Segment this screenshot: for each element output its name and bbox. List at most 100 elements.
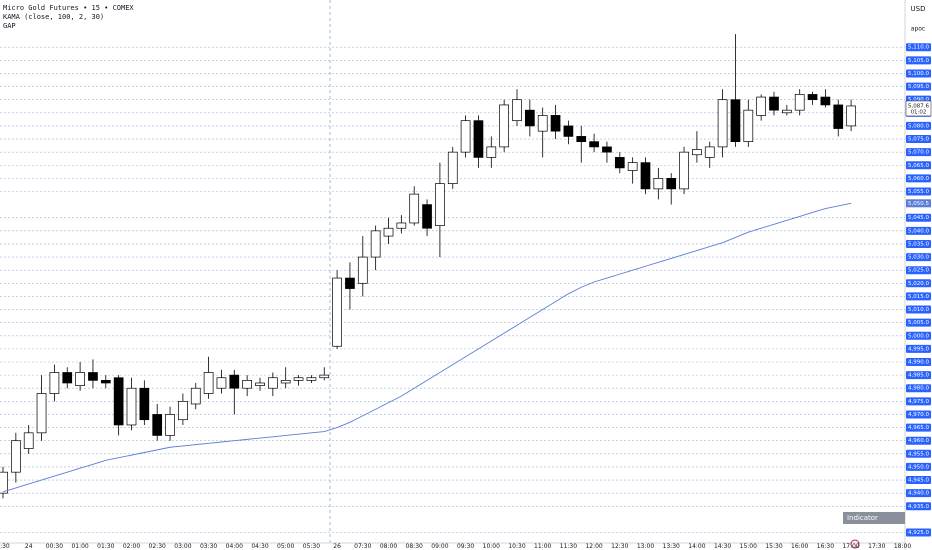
x-tick-label: 04:00 — [226, 543, 243, 550]
candle-body — [756, 96, 767, 116]
candle-body — [293, 377, 304, 381]
y-tick-label: 4,980.0 — [908, 386, 929, 392]
y-tick-label: 5,075.0 — [908, 137, 929, 143]
x-tick-label: 26 — [333, 543, 341, 550]
y-tick-label: 4,935.0 — [908, 504, 929, 510]
y-tick-label: 5,065.0 — [908, 163, 929, 169]
kama-label: 5,050.5 — [908, 201, 929, 207]
candle-body — [396, 222, 407, 229]
y-tick-box — [906, 56, 931, 65]
y-tick-label: 5,060.0 — [908, 176, 929, 182]
y-tick-box — [906, 135, 931, 144]
y-tick-box — [906, 410, 931, 419]
x-tick-label: 09:30 — [457, 543, 474, 550]
y-tick-box — [906, 489, 931, 498]
y-tick-box — [906, 462, 931, 471]
x-tick-label: 16:00 — [791, 543, 808, 550]
candle-body — [422, 204, 432, 229]
y-tick-label: 5,045.0 — [908, 215, 929, 221]
candle-body — [512, 99, 522, 122]
candle-body — [614, 157, 625, 169]
y-tick-box — [906, 358, 931, 366]
x-tick-label: 10:30 — [508, 543, 525, 550]
y-tick-box — [906, 253, 931, 262]
x-tick-label: 08:00 — [380, 543, 397, 550]
y-tick-label: 4,955.0 — [908, 451, 929, 457]
y-tick-label: 5,015.0 — [908, 294, 929, 300]
y-tick-label: 5,010.0 — [908, 307, 929, 313]
y-tick-box — [906, 384, 931, 393]
x-tick-label: 13:30 — [663, 543, 680, 550]
y-tick-box — [906, 226, 931, 235]
y-tick-label: 5,110.0 — [908, 45, 929, 51]
widget-icon[interactable] — [850, 539, 860, 549]
widget[interactable] — [843, 512, 905, 524]
candle-body — [255, 382, 265, 386]
candle-body — [473, 120, 484, 158]
y-tick-label: 4,940.0 — [908, 491, 929, 497]
x-tick-label: 00:30 — [46, 543, 63, 550]
y-tick-box — [906, 449, 931, 458]
candle-body — [640, 162, 651, 190]
y-tick-box — [906, 266, 931, 275]
candle-body — [447, 151, 458, 184]
candle-body — [807, 94, 818, 101]
x-tick-label: 07:30 — [354, 543, 371, 550]
candle-body — [692, 149, 702, 156]
y-tick-box — [906, 371, 931, 380]
candle-body — [126, 387, 137, 426]
last-price: 5,087.6 — [908, 103, 929, 109]
candle-body — [280, 380, 291, 384]
candle-body — [589, 141, 599, 148]
x-tick-label: 05:30 — [303, 543, 320, 550]
x-tick-label: 09:00 — [431, 543, 448, 550]
y-tick-label: 4,960.0 — [908, 438, 929, 444]
candle-body — [11, 440, 21, 473]
candle-body — [36, 393, 47, 434]
kama-line — [2, 202, 852, 493]
y-tick-box — [906, 279, 931, 288]
candle-body — [319, 374, 330, 379]
x-tick-label: 18:00 — [894, 543, 911, 550]
candle-body — [550, 115, 561, 132]
y-tick-label: 4,975.0 — [908, 399, 929, 405]
x-tick-label: 11:00 — [534, 543, 551, 550]
candle-body — [679, 151, 689, 190]
y-tick-box — [906, 148, 931, 157]
y-tick-label: 4,995.0 — [908, 346, 929, 352]
candle-body — [332, 277, 342, 347]
y-tick-box — [906, 331, 931, 340]
x-tick-label: 03:00 — [174, 543, 191, 550]
y-tick-label: 5,040.0 — [908, 228, 929, 234]
x-tick-label: 01:00 — [71, 543, 88, 550]
y-tick-label: 5,070.0 — [908, 150, 929, 156]
y-tick-box — [906, 436, 931, 445]
candle-body — [781, 109, 792, 114]
y-tick-label: 5,035.0 — [908, 241, 929, 247]
y-tick-box — [906, 292, 931, 301]
candle-body — [524, 109, 535, 127]
candle-body — [666, 178, 677, 190]
candle-body — [602, 146, 612, 153]
candle-body — [820, 96, 831, 106]
candle-body — [653, 178, 664, 190]
y-tick-label: 5,000.0 — [908, 333, 929, 339]
candle-body — [730, 99, 741, 143]
x-tick-label: 24 — [25, 543, 33, 550]
y-tick-box — [906, 397, 931, 406]
y-tick-label: 5,055.0 — [908, 189, 929, 195]
candle-body — [576, 136, 587, 143]
widget-label[interactable]: Indicator — [847, 514, 878, 522]
y-tick-box — [906, 423, 931, 432]
indicator-name: GAP — [3, 22, 16, 30]
candle-body — [563, 125, 574, 137]
y-tick-label: 5,025.0 — [908, 268, 929, 274]
y-tick-label: 4,990.0 — [908, 360, 929, 366]
y-tick-box — [906, 502, 931, 511]
y-tick-box — [906, 161, 931, 170]
account[interactable]: apoc — [911, 26, 925, 33]
candle-body — [178, 400, 188, 421]
x-tick-label: 13:00 — [637, 543, 654, 550]
indicator-name: KAMA (close, 100, 2, 30) — [3, 13, 104, 21]
